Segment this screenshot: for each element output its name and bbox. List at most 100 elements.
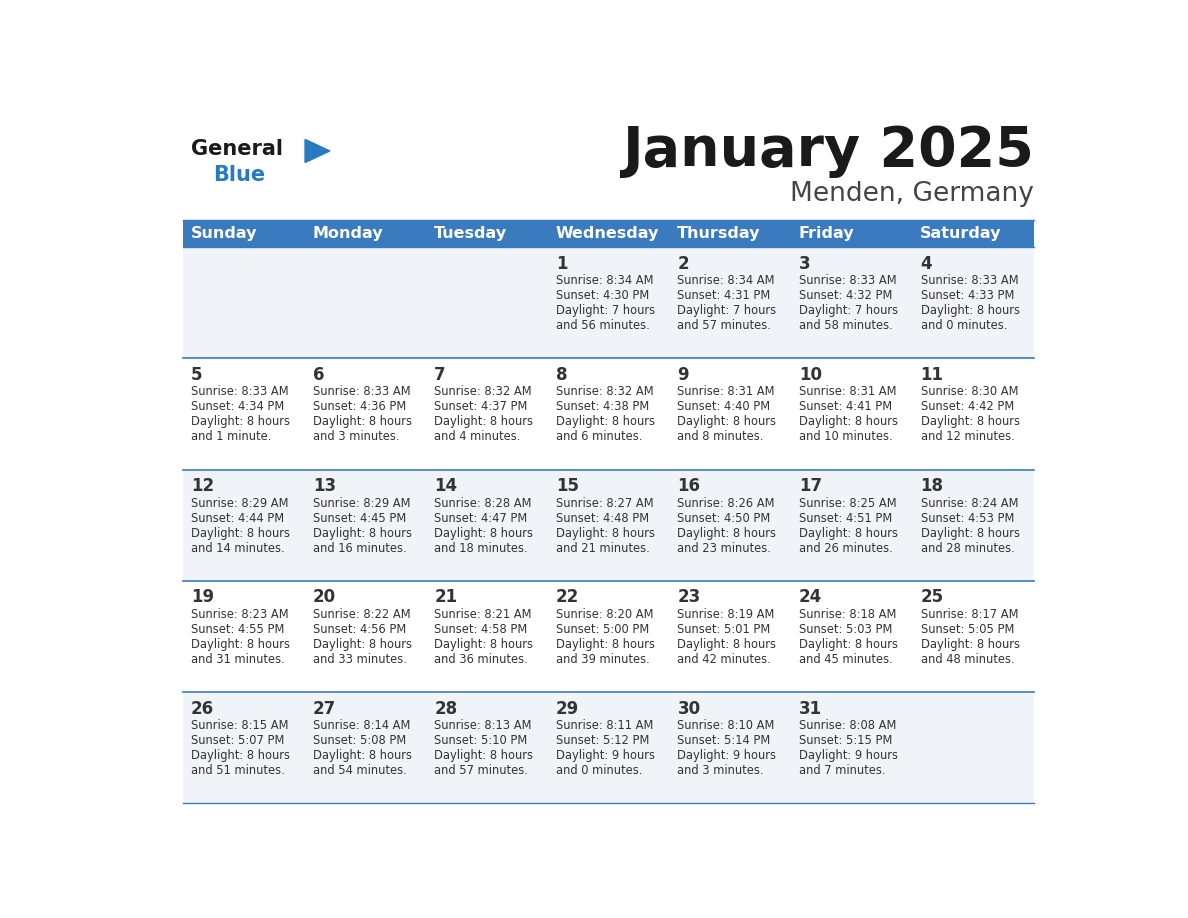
Text: Sunrise: 8:20 AM: Sunrise: 8:20 AM bbox=[556, 608, 653, 621]
Text: Daylight: 8 hours: Daylight: 8 hours bbox=[921, 638, 1019, 651]
Text: and 51 minutes.: and 51 minutes. bbox=[191, 764, 285, 777]
Text: 10: 10 bbox=[800, 366, 822, 384]
Text: 19: 19 bbox=[191, 588, 214, 607]
Text: Daylight: 8 hours: Daylight: 8 hours bbox=[191, 415, 290, 429]
Text: 20: 20 bbox=[312, 588, 336, 607]
Text: Sunrise: 8:25 AM: Sunrise: 8:25 AM bbox=[800, 497, 897, 509]
Text: Daylight: 8 hours: Daylight: 8 hours bbox=[921, 527, 1019, 540]
Text: Sunrise: 8:26 AM: Sunrise: 8:26 AM bbox=[677, 497, 775, 509]
Text: Daylight: 8 hours: Daylight: 8 hours bbox=[435, 415, 533, 429]
Bar bbox=[791, 219, 912, 247]
Text: Sunrise: 8:13 AM: Sunrise: 8:13 AM bbox=[435, 719, 532, 732]
Text: Sunrise: 8:33 AM: Sunrise: 8:33 AM bbox=[800, 274, 897, 287]
Text: Sunset: 4:40 PM: Sunset: 4:40 PM bbox=[677, 400, 771, 413]
Text: Daylight: 8 hours: Daylight: 8 hours bbox=[191, 749, 290, 762]
Text: Sunset: 4:47 PM: Sunset: 4:47 PM bbox=[435, 511, 527, 524]
Text: Thursday: Thursday bbox=[677, 226, 760, 241]
Text: 31: 31 bbox=[800, 700, 822, 718]
Text: 21: 21 bbox=[435, 588, 457, 607]
Text: and 0 minutes.: and 0 minutes. bbox=[921, 319, 1007, 332]
Text: Tuesday: Tuesday bbox=[434, 226, 507, 241]
Text: and 42 minutes.: and 42 minutes. bbox=[677, 653, 771, 666]
Text: January 2025: January 2025 bbox=[623, 124, 1035, 178]
Text: Sunrise: 8:19 AM: Sunrise: 8:19 AM bbox=[677, 608, 775, 621]
Text: Sunset: 4:45 PM: Sunset: 4:45 PM bbox=[312, 511, 406, 524]
Text: Daylight: 8 hours: Daylight: 8 hours bbox=[191, 638, 290, 651]
Text: and 10 minutes.: and 10 minutes. bbox=[800, 431, 892, 443]
Text: Sunrise: 8:24 AM: Sunrise: 8:24 AM bbox=[921, 497, 1018, 509]
Text: 9: 9 bbox=[677, 366, 689, 384]
Text: 13: 13 bbox=[312, 477, 336, 496]
Text: Daylight: 8 hours: Daylight: 8 hours bbox=[921, 415, 1019, 429]
Text: 8: 8 bbox=[556, 366, 568, 384]
Bar bbox=[183, 219, 305, 247]
Text: Sunrise: 8:23 AM: Sunrise: 8:23 AM bbox=[191, 608, 289, 621]
Text: Daylight: 7 hours: Daylight: 7 hours bbox=[556, 304, 655, 318]
Text: Sunset: 4:36 PM: Sunset: 4:36 PM bbox=[312, 400, 406, 413]
Text: Daylight: 8 hours: Daylight: 8 hours bbox=[312, 638, 412, 651]
Bar bbox=[670, 219, 791, 247]
Text: Sunset: 5:00 PM: Sunset: 5:00 PM bbox=[556, 622, 649, 636]
Text: and 3 minutes.: and 3 minutes. bbox=[312, 431, 399, 443]
Text: Sunrise: 8:31 AM: Sunrise: 8:31 AM bbox=[800, 386, 897, 398]
Text: Sunset: 4:41 PM: Sunset: 4:41 PM bbox=[800, 400, 892, 413]
Text: Sunset: 5:12 PM: Sunset: 5:12 PM bbox=[556, 733, 649, 747]
Text: Sunrise: 8:17 AM: Sunrise: 8:17 AM bbox=[921, 608, 1018, 621]
Text: 22: 22 bbox=[556, 588, 579, 607]
Bar bbox=[426, 219, 548, 247]
Text: Blue: Blue bbox=[213, 165, 265, 185]
Text: Wednesday: Wednesday bbox=[555, 226, 658, 241]
Text: Sunrise: 8:29 AM: Sunrise: 8:29 AM bbox=[312, 497, 410, 509]
Text: Sunrise: 8:28 AM: Sunrise: 8:28 AM bbox=[435, 497, 532, 509]
Text: Sunday: Sunday bbox=[190, 226, 257, 241]
Text: Sunrise: 8:34 AM: Sunrise: 8:34 AM bbox=[677, 274, 775, 287]
Bar bbox=[183, 692, 1035, 803]
Text: Sunset: 4:48 PM: Sunset: 4:48 PM bbox=[556, 511, 649, 524]
Text: 17: 17 bbox=[800, 477, 822, 496]
Text: Sunset: 4:42 PM: Sunset: 4:42 PM bbox=[921, 400, 1013, 413]
Text: and 26 minutes.: and 26 minutes. bbox=[800, 542, 892, 554]
Text: Sunrise: 8:15 AM: Sunrise: 8:15 AM bbox=[191, 719, 289, 732]
Text: Sunset: 5:14 PM: Sunset: 5:14 PM bbox=[677, 733, 771, 747]
Bar bbox=[183, 470, 1035, 581]
Text: Sunset: 5:08 PM: Sunset: 5:08 PM bbox=[312, 733, 406, 747]
Text: Daylight: 7 hours: Daylight: 7 hours bbox=[677, 304, 777, 318]
Text: and 48 minutes.: and 48 minutes. bbox=[921, 653, 1015, 666]
Text: Daylight: 8 hours: Daylight: 8 hours bbox=[435, 527, 533, 540]
Text: and 1 minute.: and 1 minute. bbox=[191, 431, 272, 443]
Text: Sunset: 4:50 PM: Sunset: 4:50 PM bbox=[677, 511, 771, 524]
Text: Menden, Germany: Menden, Germany bbox=[790, 181, 1035, 207]
Text: Sunset: 4:34 PM: Sunset: 4:34 PM bbox=[191, 400, 284, 413]
Text: Daylight: 8 hours: Daylight: 8 hours bbox=[556, 527, 655, 540]
Text: Daylight: 9 hours: Daylight: 9 hours bbox=[556, 749, 655, 762]
Text: 4: 4 bbox=[921, 255, 933, 273]
Text: 7: 7 bbox=[435, 366, 446, 384]
Text: Sunset: 4:38 PM: Sunset: 4:38 PM bbox=[556, 400, 649, 413]
Text: Saturday: Saturday bbox=[920, 226, 1001, 241]
Text: Sunset: 4:53 PM: Sunset: 4:53 PM bbox=[921, 511, 1013, 524]
Text: and 3 minutes.: and 3 minutes. bbox=[677, 764, 764, 777]
Bar bbox=[183, 581, 1035, 692]
Text: Sunrise: 8:31 AM: Sunrise: 8:31 AM bbox=[677, 386, 775, 398]
Text: and 18 minutes.: and 18 minutes. bbox=[435, 542, 527, 554]
Text: and 23 minutes.: and 23 minutes. bbox=[677, 542, 771, 554]
Text: Daylight: 8 hours: Daylight: 8 hours bbox=[435, 638, 533, 651]
Text: Sunrise: 8:27 AM: Sunrise: 8:27 AM bbox=[556, 497, 653, 509]
Text: 14: 14 bbox=[435, 477, 457, 496]
Text: Sunset: 5:05 PM: Sunset: 5:05 PM bbox=[921, 622, 1013, 636]
Text: Sunrise: 8:29 AM: Sunrise: 8:29 AM bbox=[191, 497, 289, 509]
Text: and 28 minutes.: and 28 minutes. bbox=[921, 542, 1015, 554]
Text: Sunrise: 8:14 AM: Sunrise: 8:14 AM bbox=[312, 719, 410, 732]
Text: General: General bbox=[191, 140, 283, 160]
Text: Sunset: 5:07 PM: Sunset: 5:07 PM bbox=[191, 733, 284, 747]
Text: 1: 1 bbox=[556, 255, 568, 273]
Text: Sunset: 4:31 PM: Sunset: 4:31 PM bbox=[677, 289, 771, 302]
Text: Daylight: 8 hours: Daylight: 8 hours bbox=[556, 415, 655, 429]
Text: Sunset: 5:10 PM: Sunset: 5:10 PM bbox=[435, 733, 527, 747]
Text: and 57 minutes.: and 57 minutes. bbox=[677, 319, 771, 332]
Text: and 54 minutes.: and 54 minutes. bbox=[312, 764, 406, 777]
Text: Daylight: 8 hours: Daylight: 8 hours bbox=[677, 638, 777, 651]
Text: Sunset: 4:58 PM: Sunset: 4:58 PM bbox=[435, 622, 527, 636]
Text: Sunrise: 8:21 AM: Sunrise: 8:21 AM bbox=[435, 608, 532, 621]
Text: and 57 minutes.: and 57 minutes. bbox=[435, 764, 529, 777]
